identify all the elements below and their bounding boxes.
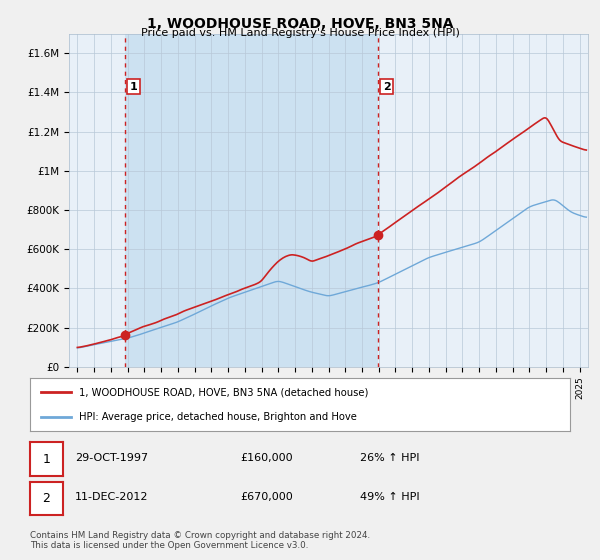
Text: 1, WOODHOUSE ROAD, HOVE, BN3 5NA: 1, WOODHOUSE ROAD, HOVE, BN3 5NA bbox=[147, 17, 453, 31]
Text: 2: 2 bbox=[383, 82, 391, 91]
Bar bbox=[125, 34, 378, 367]
Text: 1: 1 bbox=[130, 82, 137, 91]
Text: 1, WOODHOUSE ROAD, HOVE, BN3 5NA (detached house): 1, WOODHOUSE ROAD, HOVE, BN3 5NA (detach… bbox=[79, 388, 368, 398]
Text: 49% ↑ HPI: 49% ↑ HPI bbox=[360, 492, 419, 502]
Text: 11-DEC-2012: 11-DEC-2012 bbox=[75, 492, 149, 502]
Text: 26% ↑ HPI: 26% ↑ HPI bbox=[360, 453, 419, 463]
Text: Contains HM Land Registry data © Crown copyright and database right 2024.
This d: Contains HM Land Registry data © Crown c… bbox=[30, 530, 370, 550]
Text: £670,000: £670,000 bbox=[240, 492, 293, 502]
Text: 2: 2 bbox=[43, 492, 50, 505]
Text: Price paid vs. HM Land Registry's House Price Index (HPI): Price paid vs. HM Land Registry's House … bbox=[140, 28, 460, 38]
Text: 1: 1 bbox=[43, 452, 50, 466]
Text: HPI: Average price, detached house, Brighton and Hove: HPI: Average price, detached house, Brig… bbox=[79, 412, 356, 422]
Text: £160,000: £160,000 bbox=[240, 453, 293, 463]
Text: 29-OCT-1997: 29-OCT-1997 bbox=[75, 453, 148, 463]
